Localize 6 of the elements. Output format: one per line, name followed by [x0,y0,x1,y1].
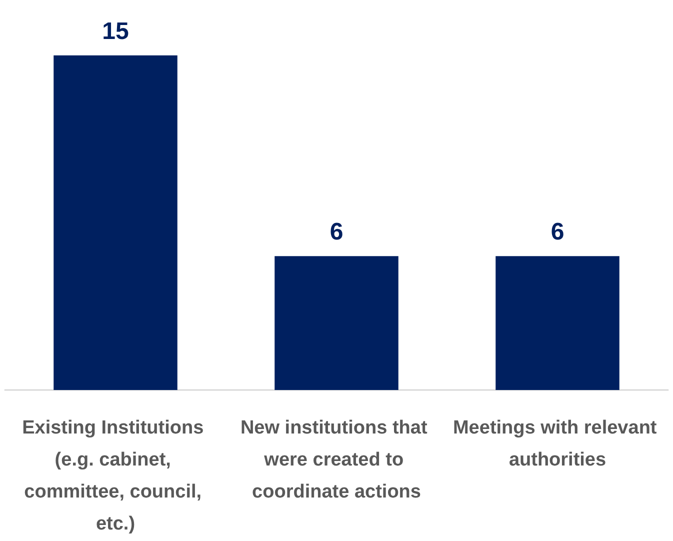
data-label: 15 [102,18,129,45]
x-tick-label: New institutions that were created to coordinate actions [240,418,433,502]
x-tick-label: Existing Institutions (e.g. cabinet, committee, council, etc.) [22,418,209,534]
data-label: 6 [330,218,344,246]
data-label: 6 [550,218,564,246]
x-tick-label: Meetings with relevant authorities [452,418,662,470]
